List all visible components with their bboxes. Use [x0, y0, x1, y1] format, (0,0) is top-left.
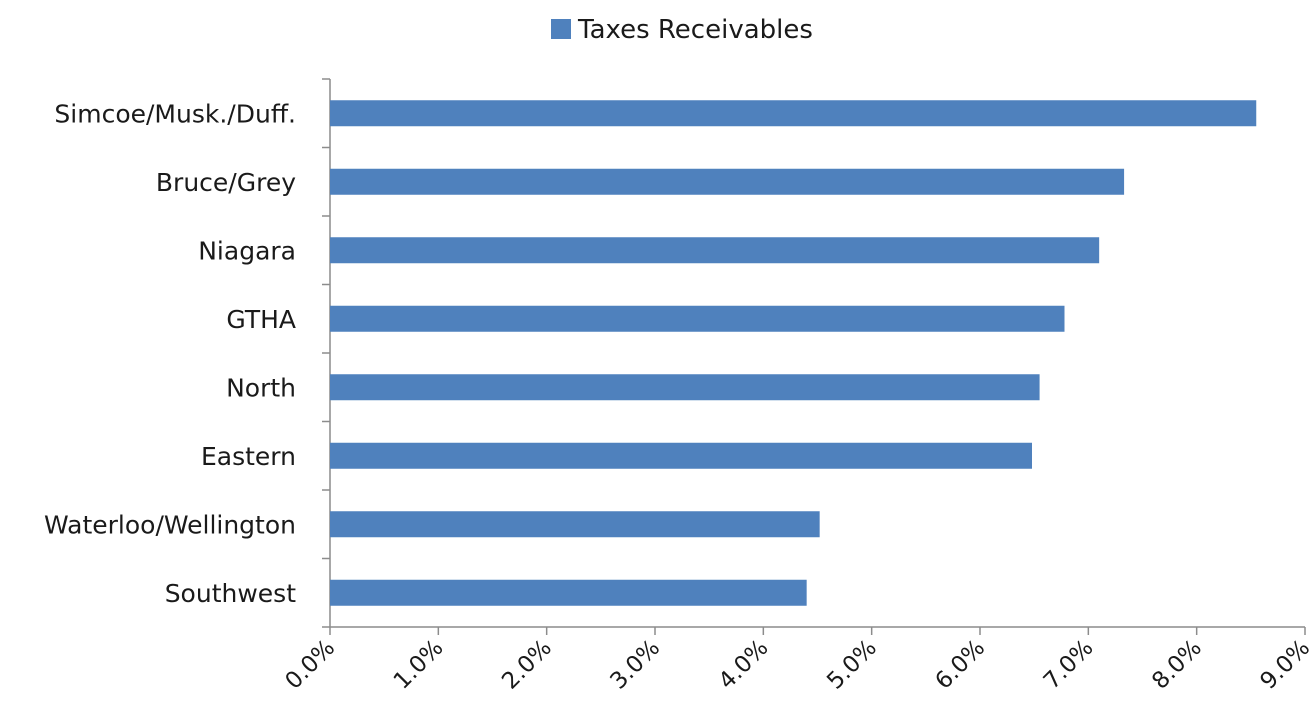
category-label: Niagara: [198, 236, 296, 265]
category-label: Simcoe/Musk./Duff.: [54, 99, 296, 128]
bar: [330, 579, 807, 606]
bar: [330, 374, 1040, 401]
x-tick-label: 5.0%: [822, 635, 882, 695]
category-label: GTHA: [226, 305, 296, 334]
legend-swatch: [551, 19, 571, 39]
bar: [330, 305, 1065, 332]
bar: [330, 237, 1100, 264]
legend-label: Taxes Receivables: [577, 15, 813, 45]
x-tick-label: 7.0%: [1039, 635, 1099, 695]
x-tick-label: 8.0%: [1147, 635, 1207, 695]
category-label: Bruce/Grey: [156, 168, 296, 197]
category-label: North: [226, 373, 296, 402]
x-tick-label: 2.0%: [497, 635, 557, 695]
category-label: Eastern: [201, 442, 296, 471]
bars: [330, 100, 1257, 606]
axes: [329, 79, 1305, 628]
x-tick-label: 9.0%: [1256, 635, 1315, 695]
category-labels: Simcoe/Musk./Duff. Bruce/Grey Niagara GTHA N…: [44, 99, 296, 608]
y-axis-ticks: [322, 78, 330, 628]
legend: Taxes Receivables: [551, 15, 813, 45]
bar: [330, 442, 1032, 469]
x-tick-label: 4.0%: [714, 635, 774, 695]
x-tick-label: 6.0%: [931, 635, 991, 695]
x-tick-label: 1.0%: [389, 635, 449, 695]
category-label: Waterloo/Wellington: [44, 510, 296, 539]
bar: [330, 511, 820, 538]
x-tick-label: 0.0%: [281, 635, 341, 695]
category-label: Southwest: [165, 579, 297, 608]
x-axis-ticks: 0.0% 1.0% 2.0% 3.0% 4.0% 5.0% 6.0% 7.0% 8.0% 9.0%: [281, 627, 1315, 695]
x-tick-label: 3.0%: [606, 635, 666, 695]
bar: [330, 100, 1257, 127]
bar: [330, 168, 1125, 195]
